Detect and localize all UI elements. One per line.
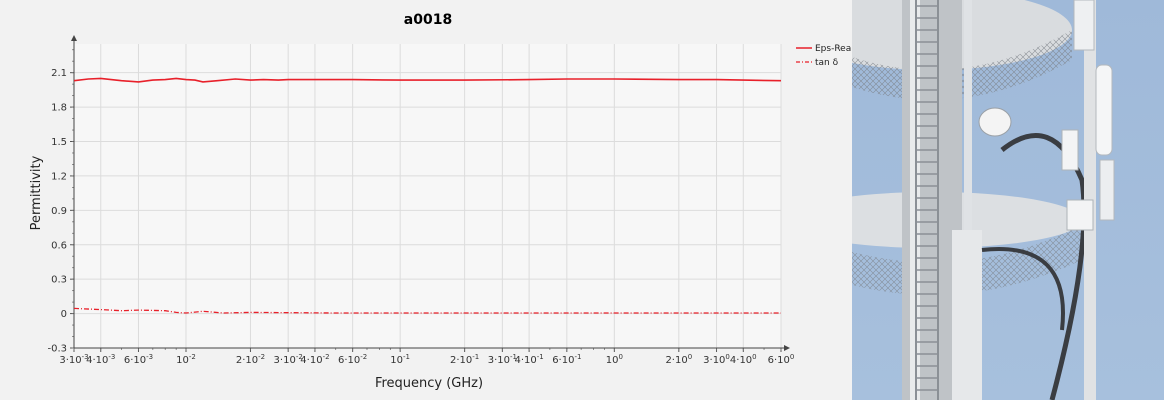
x-tick-label: 6·10-1 xyxy=(552,353,581,366)
y-tick-label: 1.2 xyxy=(51,171,67,182)
plot-area xyxy=(74,44,781,348)
upper-platform-mesh xyxy=(792,30,1072,100)
x-tick-base: 2·10 xyxy=(236,355,258,366)
x-tick-label: 6·10-2 xyxy=(338,353,367,366)
x-tick-label: 3·10-1 xyxy=(488,353,517,366)
y-tick-label: 1.8 xyxy=(51,103,67,114)
x-tick-base: 4·10 xyxy=(730,355,752,366)
x-tick-base: 6·10 xyxy=(124,355,146,366)
telecom-tower-photo xyxy=(782,0,1164,401)
legend-label-tan-delta: tan δ xyxy=(815,58,839,68)
x-tick-exponent: -2 xyxy=(258,353,265,361)
x-tick-base: 10 xyxy=(606,355,619,366)
y-tick-label: 2.1 xyxy=(51,68,67,79)
x-tick-label: 3·10-3 xyxy=(59,353,88,366)
legend-label-eps-real: Eps-Real xyxy=(815,44,852,54)
y-tick-label: 0.9 xyxy=(51,206,67,217)
x-tick-exponent: -1 xyxy=(510,353,517,361)
x-tick-base: 10 xyxy=(176,355,189,366)
x-tick-label: 2·10-2 xyxy=(236,353,265,366)
x-tick-label: 2·100 xyxy=(665,353,692,366)
x-tick-exponent: 0 xyxy=(618,353,622,361)
x-tick-label: 4·100 xyxy=(730,353,757,366)
x-tick-label: 3·100 xyxy=(703,353,730,366)
x-tick-label: 100 xyxy=(606,353,623,366)
panel-antenna xyxy=(1095,64,1113,156)
x-tick-exponent: -2 xyxy=(360,353,367,361)
x-tick-exponent: 0 xyxy=(688,353,692,361)
x-tick-label: 4·10-1 xyxy=(514,353,543,366)
x-tick-exponent: 0 xyxy=(752,353,756,361)
x-tick-base: 6·10 xyxy=(552,355,574,366)
x-tick-base: 6·10 xyxy=(338,355,360,366)
equipment-box xyxy=(952,230,982,400)
vertical-pipe-left xyxy=(964,0,972,400)
y-axis-arrow xyxy=(71,35,77,41)
x-tick-label: 4·10-3 xyxy=(86,353,115,366)
radio-unit-2 xyxy=(1066,199,1094,231)
x-tick-label: 10-2 xyxy=(176,353,196,366)
x-tick-exponent: -1 xyxy=(472,353,479,361)
chart-panel: -0.3 0 0.3 0.6 0.9 1.2 1.5 1.8 2.1 3·10-3 4·10-3 6·… xyxy=(0,0,852,400)
x-tick-exponent: 0 xyxy=(725,353,729,361)
x-tick-base: 2·10 xyxy=(450,355,472,366)
legend: Eps-Real tan δ xyxy=(796,44,852,68)
x-tick-base: 4·10 xyxy=(86,355,108,366)
top-antenna xyxy=(1073,0,1095,51)
x-tick-base: 4·10 xyxy=(300,355,322,366)
series-lines xyxy=(73,77,782,314)
x-tick-exponent: 0 xyxy=(790,353,794,361)
chart-title: a0018 xyxy=(404,12,452,28)
radio-unit-1 xyxy=(1061,129,1079,171)
y-tick-label: 0.3 xyxy=(51,275,67,286)
x-tick-label: 6·10-3 xyxy=(124,353,153,366)
x-tick-base: 4·10 xyxy=(514,355,536,366)
axes xyxy=(70,35,790,352)
x-tick-base: 3·10 xyxy=(488,355,510,366)
x-tick-exponent: -1 xyxy=(537,353,544,361)
y-tick-label: 0 xyxy=(61,309,67,320)
x-tick-label: 3·10-2 xyxy=(274,353,303,366)
x-tick-exponent: -3 xyxy=(108,353,115,361)
x-tick-base: 3·10 xyxy=(703,355,725,366)
cable-loop xyxy=(981,247,1065,331)
series-line-tan-delta xyxy=(73,307,781,314)
cable-bundle xyxy=(1000,133,1087,401)
x-tick-label: 6·100 xyxy=(768,353,795,366)
x-tick-label: 10-1 xyxy=(390,353,410,366)
panel-antenna-2 xyxy=(1099,159,1115,221)
y-tick-label: -0.3 xyxy=(47,344,67,355)
tower-illustration xyxy=(782,0,1164,401)
y-tick-label: 0.6 xyxy=(51,240,67,251)
x-tick-label: 4·10-2 xyxy=(300,353,329,366)
grid-lines xyxy=(73,44,782,349)
x-axis-arrow xyxy=(784,345,790,351)
x-tick-base: 10 xyxy=(390,355,403,366)
x-tick-base: 3·10 xyxy=(59,355,81,366)
x-tick-exponent: -3 xyxy=(146,353,153,361)
x-tick-exponent: -1 xyxy=(574,353,581,361)
x-tick-base: 3·10 xyxy=(274,355,296,366)
permittivity-chart: -0.300.30.60.91.21.51.82.13·10-34·10-3 6·… xyxy=(29,12,852,391)
series-line-eps-real xyxy=(73,77,782,83)
lower-platform-mesh xyxy=(782,225,1082,295)
ladder xyxy=(915,0,939,400)
microwave-dish xyxy=(978,107,1012,137)
x-tick-base: 6·10 xyxy=(768,355,790,366)
x-tick-label: 2·10-1 xyxy=(450,353,479,366)
x-axis-title: Frequency (GHz) xyxy=(375,376,483,391)
tick-labels: -0.300.30.60.91.21.51.82.13·10-34·10-3 6·… xyxy=(47,68,794,366)
x-tick-exponent: -2 xyxy=(189,353,196,361)
x-tick-base: 2·10 xyxy=(665,355,687,366)
y-tick-label: 1.5 xyxy=(51,137,67,148)
x-tick-exponent: -3 xyxy=(82,353,89,361)
x-tick-exponent: -1 xyxy=(403,353,410,361)
x-tick-exponent: -2 xyxy=(296,353,303,361)
y-axis-title: Permittivity xyxy=(29,155,44,230)
x-tick-exponent: -2 xyxy=(323,353,330,361)
